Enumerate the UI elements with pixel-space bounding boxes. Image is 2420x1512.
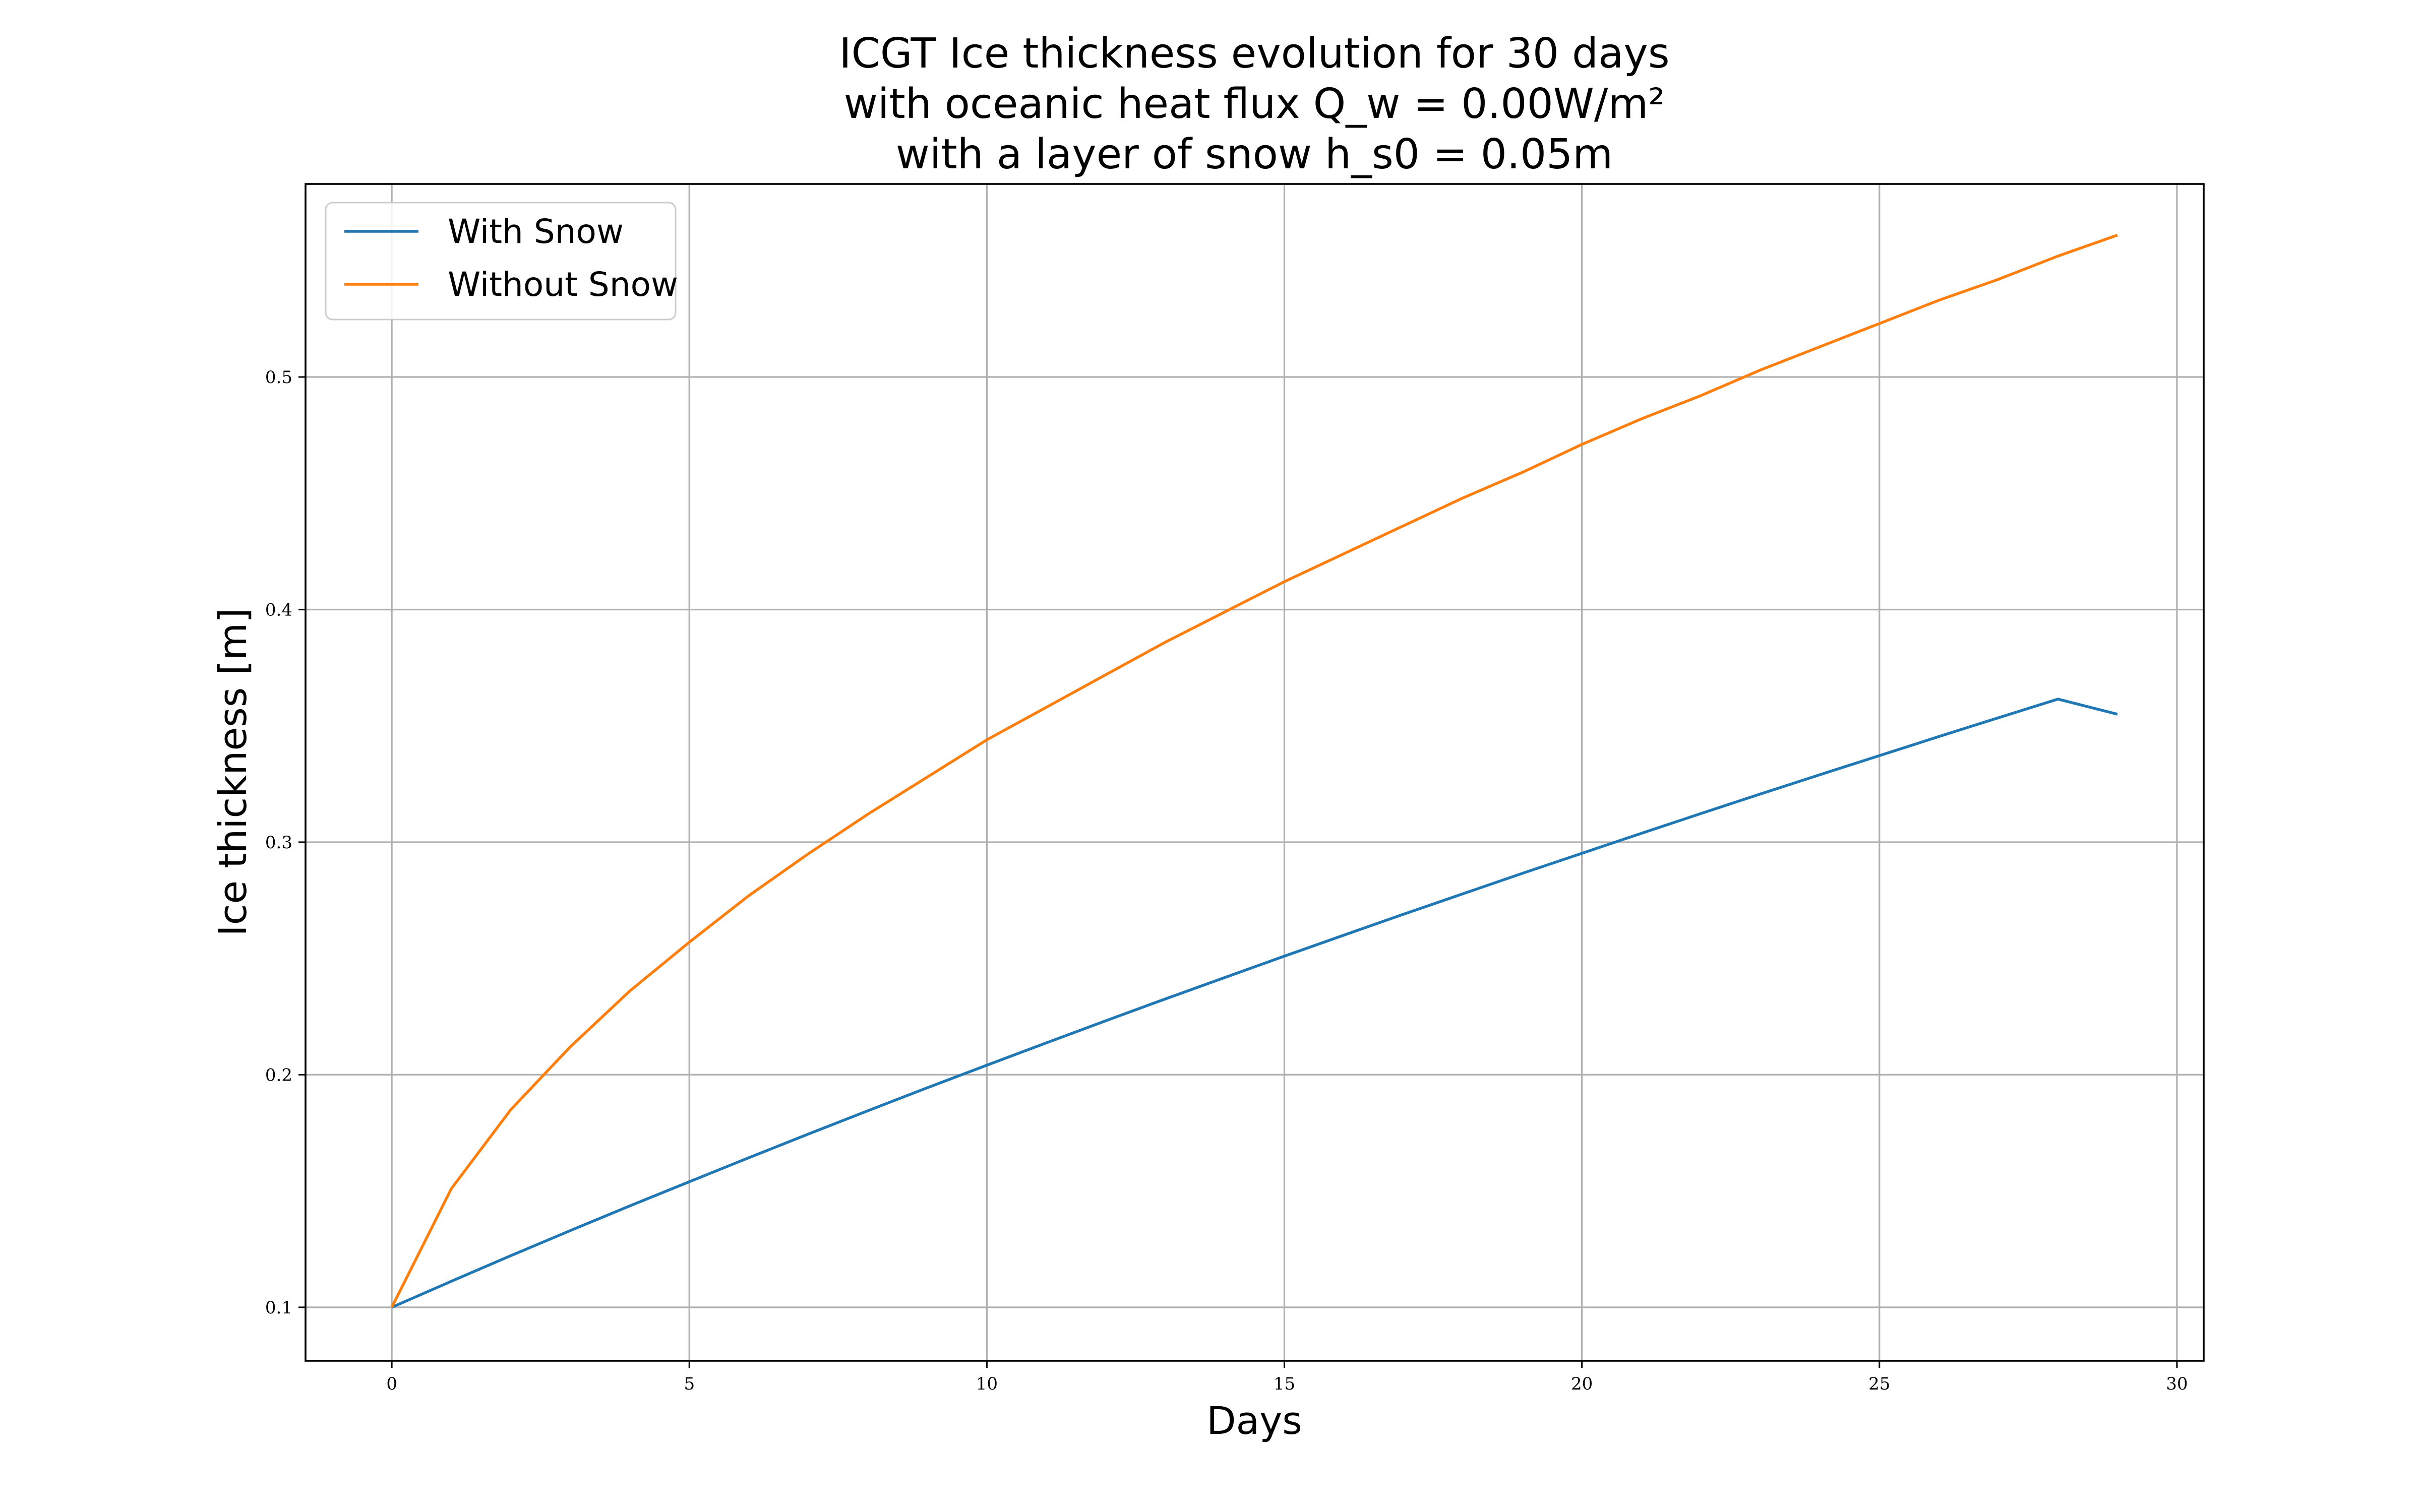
x-tick-label-5: 25: [1868, 1374, 1890, 1394]
chart-title-line-2: with oceanic heat flux Q_w = 0.00W/m²: [844, 80, 1665, 128]
chart-title-line-1: ICGT Ice thickness evolution for 30 days: [839, 30, 1669, 78]
x-tick-label-6: 30: [2166, 1374, 2188, 1394]
y-tick-label-3: 0.4: [265, 600, 292, 620]
legend: With Snow Without Snow: [325, 202, 678, 321]
plot-series: [390, 233, 2118, 1309]
grid: [306, 184, 2204, 1361]
series-line-with-snow: [391, 698, 2118, 1309]
y-tick-label-1: 0.2: [265, 1065, 292, 1085]
x-tick-label-4: 20: [1571, 1374, 1593, 1394]
legend-label-with-snow: With Snow: [448, 212, 624, 251]
y-tick-label-2: 0.3: [265, 833, 292, 853]
x-tick-label-3: 15: [1274, 1374, 1295, 1394]
axis-ticks: 0 5 10 15 20 25 30 0.1 0.2 0.3 0.4 0.5: [265, 367, 2188, 1394]
plot-frame: [305, 183, 2205, 1362]
x-tick-label-2: 10: [976, 1374, 998, 1394]
chart-title-line-3: with a layer of snow h_s0 = 0.05m: [896, 131, 1613, 178]
legend-label-without-snow: Without Snow: [448, 265, 678, 304]
x-axis-label: Days: [1206, 1398, 1302, 1443]
x-tick-label-0: 0: [386, 1374, 397, 1394]
y-tick-label-0: 0.1: [265, 1298, 292, 1318]
series-line-without-snow: [390, 233, 2118, 1308]
y-axis-label: Ice thickness [m]: [210, 608, 255, 936]
y-tick-label-4: 0.5: [265, 367, 292, 388]
x-tick-label-1: 5: [684, 1374, 695, 1394]
